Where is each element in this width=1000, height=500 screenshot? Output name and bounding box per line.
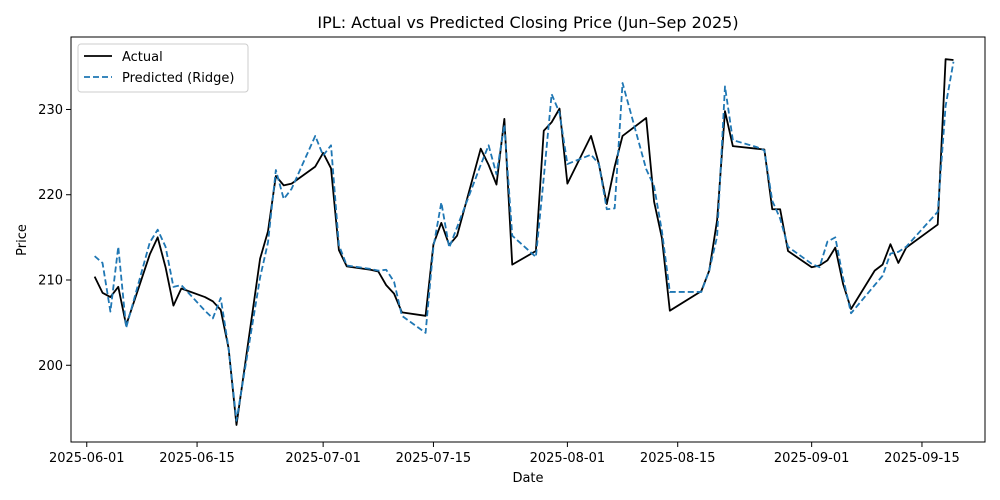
x-tick-label: 2025-08-15 (640, 451, 716, 466)
x-tick-label: 2025-07-15 (396, 451, 472, 466)
y-tick-label: 230 (38, 103, 63, 118)
series-line-0 (93, 58, 954, 426)
x-tick-label: 2025-09-01 (774, 451, 850, 466)
plot-area (93, 58, 955, 426)
legend: Actual Predicted (Ridge) (77, 43, 249, 93)
y-tick-label: 210 (38, 274, 63, 289)
x-tick-label: 2025-07-01 (285, 451, 361, 466)
axes (70, 36, 986, 443)
legend-label-actual: Actual (122, 50, 163, 65)
x-tick-label: 2025-06-01 (49, 451, 125, 466)
series-line-1 (94, 61, 955, 422)
plot-frame (70, 36, 986, 443)
x-tick-label: 2025-06-15 (159, 451, 235, 466)
y-tick-label: 220 (38, 188, 63, 203)
x-tick-label: 2025-08-01 (530, 451, 606, 466)
x-axis-label: Date (512, 471, 543, 486)
y-axis-ticks: 200 210 220 230 (38, 103, 71, 374)
y-axis-label: Price (15, 224, 30, 256)
legend-label-predicted: Predicted (Ridge) (122, 71, 234, 86)
x-axis-ticks: 2025-06-01 2025-06-15 2025-07-01 2025-07-15… (49, 442, 960, 466)
chart-title: IPL: Actual vs Predicted Closing Price (… (317, 13, 738, 32)
y-tick-label: 200 (38, 359, 63, 374)
legend-box (77, 43, 249, 93)
x-tick-label: 2025-09-15 (884, 451, 960, 466)
